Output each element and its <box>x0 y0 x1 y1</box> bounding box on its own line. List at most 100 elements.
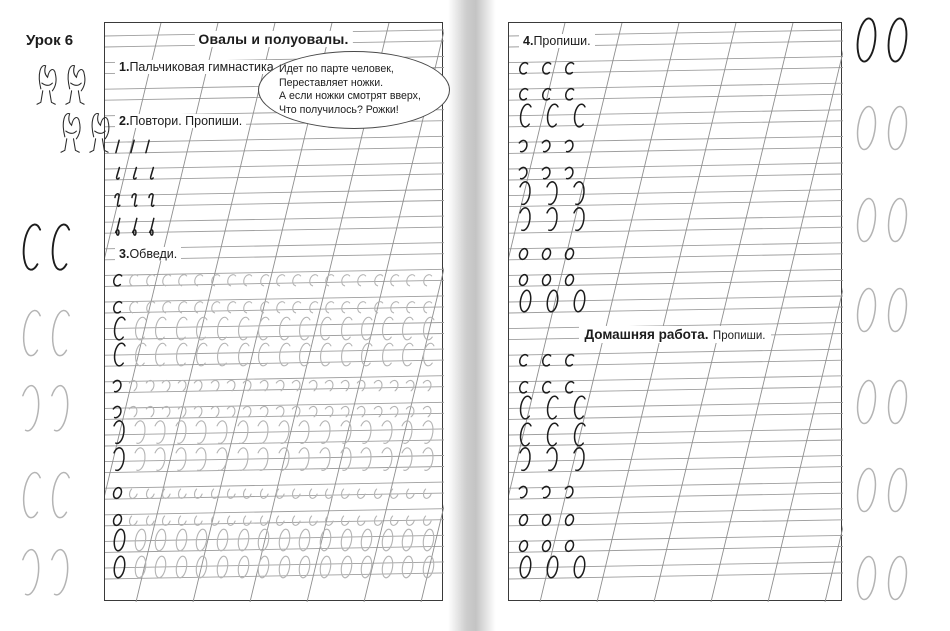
letter-glyph-e <box>274 381 287 393</box>
letter-glyph-E <box>132 449 149 473</box>
letter-glyph-e <box>517 487 530 499</box>
walking-fingers-icon <box>36 65 86 105</box>
letter-glyph-E <box>338 449 355 473</box>
letter-glyph-c <box>404 301 417 313</box>
letter-glyph-O <box>883 196 912 244</box>
task-4-label: 4.Пропиши. <box>519 34 595 48</box>
practice-row <box>517 88 576 100</box>
letter-glyph-o <box>388 514 401 526</box>
letter-glyph-C <box>152 316 169 340</box>
letter-glyph-E <box>399 449 416 473</box>
letter-glyph-O <box>544 555 561 579</box>
letter-glyph-O <box>852 378 881 426</box>
book-spine-shadow <box>448 0 506 631</box>
letter-glyph-o <box>209 487 222 499</box>
margin-letters-CC <box>18 222 74 270</box>
letter-glyph-O <box>420 555 437 579</box>
letter-glyph-C <box>173 342 190 366</box>
homework-title: Домашняя работа. <box>584 327 709 342</box>
letter-glyph-C <box>358 342 375 366</box>
letter-glyph-C <box>296 316 313 340</box>
letter-glyph-o <box>323 514 336 526</box>
letter-glyph-C <box>571 395 588 419</box>
trace-row <box>111 316 437 340</box>
letter-glyph-O <box>571 289 588 313</box>
margin-letters-OO <box>852 104 912 152</box>
letter-glyph-e <box>209 381 222 393</box>
margin-letters-OO <box>852 378 912 426</box>
letter-glyph-E <box>47 388 74 436</box>
letter-glyph-c <box>274 301 287 313</box>
letter-glyph-c <box>540 354 553 366</box>
letter-glyph-c <box>540 62 553 74</box>
letter-glyph-o <box>563 274 576 286</box>
letter-glyph-hook <box>130 167 141 180</box>
letter-glyph-C <box>571 103 588 127</box>
letter-glyph-C <box>517 103 534 127</box>
letter-glyph-E <box>235 449 252 473</box>
homework-row <box>517 514 576 526</box>
letter-glyph-C <box>379 342 396 366</box>
letter-glyph-o <box>144 487 157 499</box>
stroke-practice-row <box>113 193 158 207</box>
letter-glyph-O <box>420 528 437 552</box>
letter-glyph-o <box>404 514 417 526</box>
letter-glyph-O <box>317 555 334 579</box>
stroke-practice-row <box>113 167 158 180</box>
letter-glyph-o <box>307 487 320 499</box>
letter-glyph-E <box>214 449 231 473</box>
letter-glyph-C <box>111 316 128 340</box>
practice-row <box>517 209 588 233</box>
letter-glyph-E <box>517 449 534 473</box>
walking-fingers-illustration <box>54 108 118 163</box>
letter-glyph-o <box>274 487 287 499</box>
letter-glyph-E <box>18 552 45 600</box>
letter-glyph-C <box>193 316 210 340</box>
stroke-practice-row <box>113 140 152 153</box>
bubble-line: Переставляет ножки. <box>279 76 384 89</box>
letter-glyph-C <box>317 342 334 366</box>
letter-glyph-e <box>540 141 553 153</box>
letter-glyph-E <box>317 422 334 446</box>
letter-glyph-e <box>323 381 336 393</box>
letter-glyph-E <box>132 422 149 446</box>
letter-glyph-o <box>339 487 352 499</box>
letter-glyph-c <box>144 301 157 313</box>
letter-glyph-E <box>47 552 74 600</box>
letter-glyph-O <box>132 555 149 579</box>
margin-letters-OO <box>852 16 912 64</box>
letter-glyph-e <box>421 381 434 393</box>
letter-glyph-O <box>852 286 881 334</box>
letter-glyph-E <box>358 422 375 446</box>
letter-glyph-E <box>18 388 45 436</box>
slant-guide-line <box>767 287 843 602</box>
task-3-number: 3. <box>119 247 130 261</box>
slant-guide-line <box>135 23 276 602</box>
letter-glyph-c <box>111 301 124 313</box>
letter-glyph-C <box>255 316 272 340</box>
letter-glyph-O <box>255 528 272 552</box>
slant-guide-line <box>653 23 794 602</box>
trace-row <box>111 342 437 366</box>
letter-glyph-E <box>296 422 313 446</box>
letter-glyph-o <box>372 487 385 499</box>
letter-glyph-O <box>193 528 210 552</box>
letter-glyph-c <box>192 274 205 286</box>
letter-glyph-c <box>127 274 140 286</box>
letter-glyph-C <box>399 316 416 340</box>
letter-glyph-C <box>544 395 561 419</box>
letter-glyph-E <box>214 422 231 446</box>
trace-row <box>111 301 434 313</box>
letter-glyph-c <box>144 274 157 286</box>
task-1-number: 1. <box>119 60 130 74</box>
left-page: Овалы и полуовалы. 1.Пальчиковая гимнаст… <box>104 22 450 602</box>
letter-glyph-e <box>563 141 576 153</box>
trace-row <box>111 528 437 552</box>
letter-glyph-c <box>258 301 271 313</box>
letter-glyph-O <box>399 528 416 552</box>
letter-glyph-E <box>152 449 169 473</box>
letter-glyph-E <box>399 422 416 446</box>
margin-letters-OO <box>852 466 912 514</box>
letter-glyph-C <box>276 342 293 366</box>
